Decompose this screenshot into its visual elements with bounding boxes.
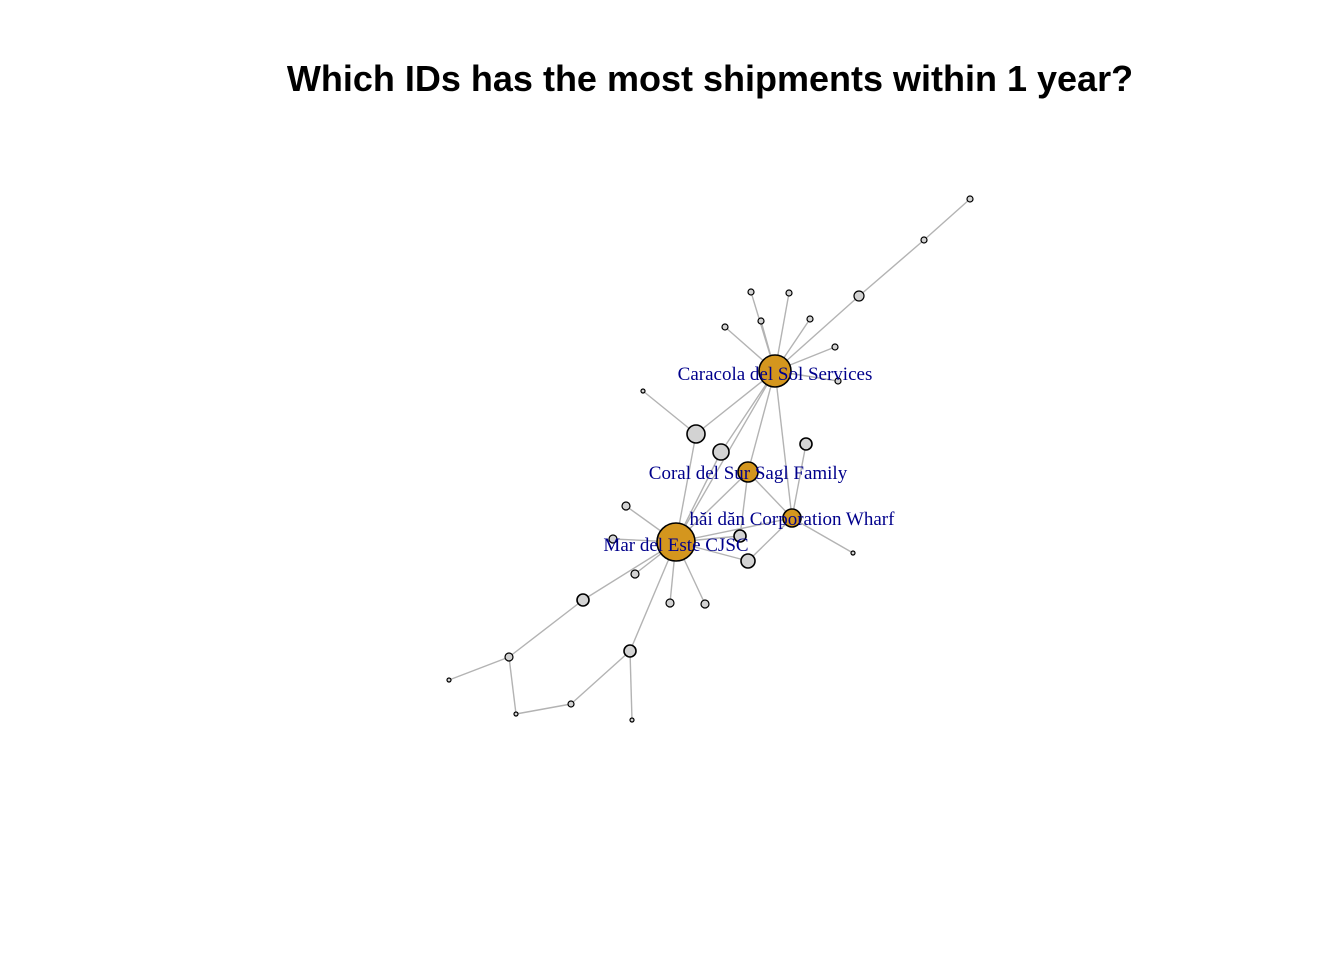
node-caracola: [758, 354, 792, 388]
node: [831, 343, 839, 351]
node: [567, 700, 575, 708]
node-label-coral: Coral del Sur Sagl Family: [649, 463, 848, 484]
node: [621, 501, 631, 511]
label-layer: Caracola del Sol Services Coral del Sur S…: [603, 364, 895, 556]
node-mardeleste: [656, 522, 696, 562]
edge-n27-n24: [570, 650, 631, 705]
node: [700, 599, 710, 609]
node: [576, 593, 590, 607]
node-label-haidan: hăi dăn Corporation Wharf: [690, 509, 896, 530]
node: [665, 598, 675, 608]
node: [640, 388, 646, 394]
edge-caracola-haidan: [774, 370, 793, 519]
edge-caracola-n12: [695, 370, 776, 435]
node: [623, 644, 637, 658]
edge-n2-n3: [858, 239, 925, 297]
node: [966, 195, 974, 203]
edge-n28-n27: [515, 703, 572, 715]
node: [740, 553, 756, 569]
node: [504, 652, 514, 662]
node: [608, 534, 618, 544]
edge-layer: [448, 198, 971, 721]
node: [721, 323, 729, 331]
node-coral: [737, 461, 759, 483]
node-label-mardeleste: Mar del Este CJSC: [603, 535, 748, 556]
node: [513, 711, 519, 717]
node-haidan: [782, 508, 802, 528]
node: [853, 290, 865, 302]
node: [629, 717, 635, 723]
node: [446, 677, 452, 683]
edge-n1-n2: [923, 198, 971, 241]
node: [747, 288, 755, 296]
node: [686, 424, 706, 444]
node: [712, 443, 730, 461]
edge-n24-n29: [629, 650, 633, 721]
node: [834, 377, 842, 385]
chart-title: Which IDs has the most shipments within …: [286, 58, 1134, 99]
node: [757, 317, 765, 325]
edge-n3-caracola: [774, 295, 860, 372]
node-layer: [446, 195, 974, 723]
edge-haidan-n18: [747, 517, 793, 562]
edge-n25-n26: [448, 656, 510, 681]
node: [806, 315, 814, 323]
node: [920, 236, 928, 244]
node-label-caracola: Caracola del Sol Services: [678, 364, 873, 385]
edge-n14-haidan: [791, 443, 807, 519]
node: [785, 289, 793, 297]
node: [733, 529, 747, 543]
edge-caracola-coral: [747, 370, 776, 473]
edge-n25-n28: [508, 656, 517, 715]
edge-n11-n12: [642, 390, 697, 435]
node: [850, 550, 856, 556]
node: [630, 569, 640, 579]
edge-n21-n25: [508, 599, 584, 658]
node: [799, 437, 813, 451]
edge-haidan-n19: [791, 517, 854, 554]
